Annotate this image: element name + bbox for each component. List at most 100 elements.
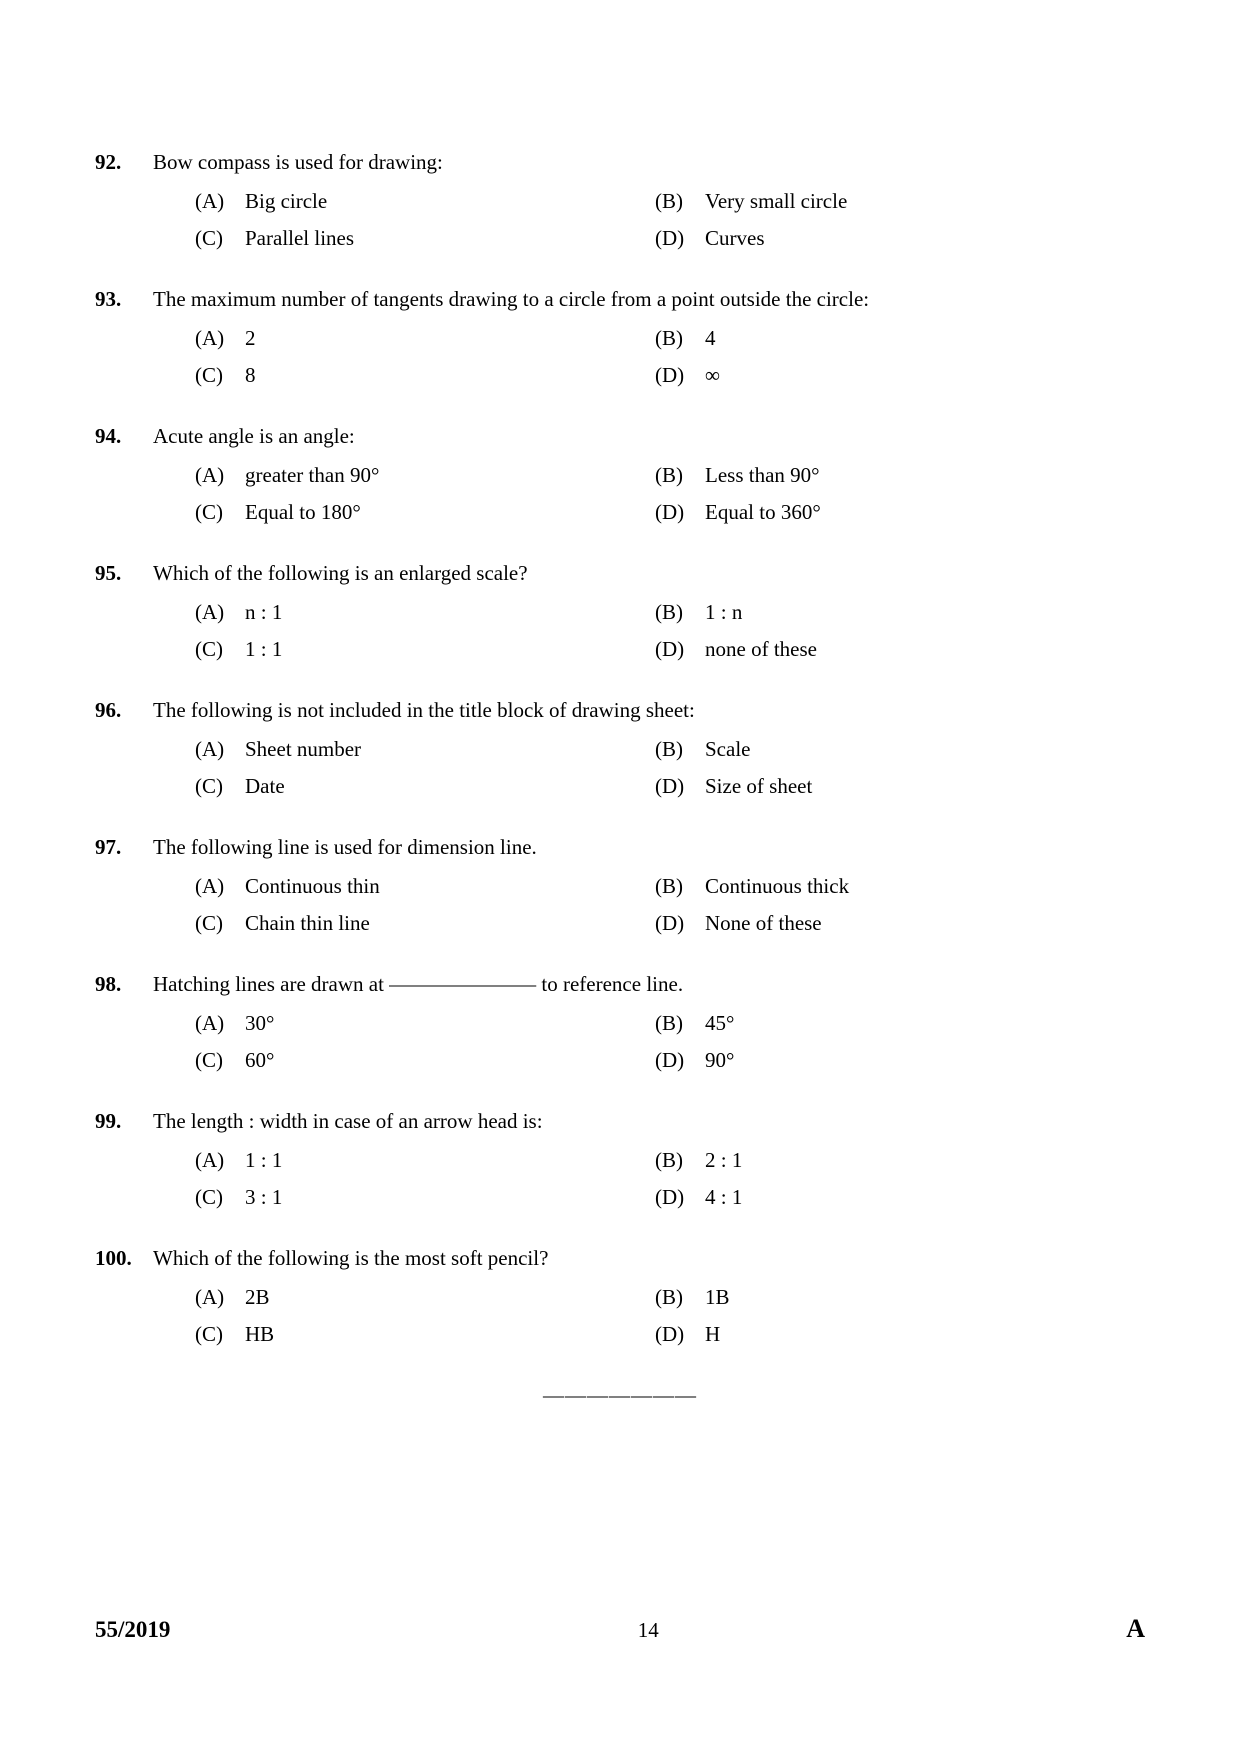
option-text: None of these	[705, 911, 822, 936]
option-text: none of these	[705, 637, 817, 662]
option-a: (A)Big circle	[195, 189, 655, 214]
question-number: 93.	[95, 287, 153, 312]
option-label: (B)	[655, 189, 705, 214]
question-block: 98.Hatching lines are drawn at ——————— t…	[95, 972, 1145, 1073]
question-text: Which of the following is an enlarged sc…	[153, 561, 1145, 586]
question-number: 98.	[95, 972, 153, 997]
question-text: Bow compass is used for drawing:	[153, 150, 1145, 175]
option-b: (B)2 : 1	[655, 1148, 742, 1173]
option-label: (C)	[195, 363, 245, 388]
option-text: Continuous thin	[245, 874, 655, 899]
option-text: 1 : n	[705, 600, 742, 625]
option-text: 60°	[245, 1048, 655, 1073]
option-text: 2 : 1	[705, 1148, 742, 1173]
option-c: (C)8	[195, 363, 655, 388]
option-text: 3 : 1	[245, 1185, 655, 1210]
option-label: (A)	[195, 874, 245, 899]
footer-page-number: 14	[638, 1618, 659, 1643]
option-label: (C)	[195, 1048, 245, 1073]
option-a: (A)2	[195, 326, 655, 351]
option-label: (D)	[655, 1185, 705, 1210]
question-block: 92.Bow compass is used for drawing: (A)Bi…	[95, 150, 1145, 251]
options-row: (C)Parallel lines(D)Curves	[95, 226, 1145, 251]
option-c: (C)HB	[195, 1322, 655, 1347]
option-label: (A)	[195, 1011, 245, 1036]
option-c: (C)1 : 1	[195, 637, 655, 662]
option-text: ∞	[705, 363, 720, 388]
question-block: 99.The length : width in case of an arro…	[95, 1109, 1145, 1210]
option-label: (D)	[655, 1322, 705, 1347]
question-text: The maximum number of tangents drawing t…	[153, 287, 1145, 312]
question-line: 99.The length : width in case of an arro…	[95, 1109, 1145, 1134]
question-number: 94.	[95, 424, 153, 449]
option-label: (C)	[195, 774, 245, 799]
option-d: (D)Size of sheet	[655, 774, 812, 799]
option-text: 8	[245, 363, 655, 388]
question-number: 99.	[95, 1109, 153, 1134]
question-line: 97.The following line is used for dimens…	[95, 835, 1145, 860]
options-row: (A)2B(B)1B	[95, 1285, 1145, 1310]
question-block: 93.The maximum number of tangents drawin…	[95, 287, 1145, 388]
option-b: (B)4	[655, 326, 716, 351]
option-text: Equal to 360°	[705, 500, 821, 525]
option-a: (A)1 : 1	[195, 1148, 655, 1173]
option-label: (B)	[655, 874, 705, 899]
option-text: Scale	[705, 737, 750, 762]
option-label: (D)	[655, 637, 705, 662]
option-label: (C)	[195, 226, 245, 251]
question-number: 95.	[95, 561, 153, 586]
option-label: (C)	[195, 1322, 245, 1347]
option-b: (B)Scale	[655, 737, 750, 762]
option-b: (B)Continuous thick	[655, 874, 849, 899]
question-text: Hatching lines are drawn at ——————— to r…	[153, 972, 1145, 997]
option-c: (C)Parallel lines	[195, 226, 655, 251]
option-label: (B)	[655, 326, 705, 351]
question-text: The following line is used for dimension…	[153, 835, 1145, 860]
option-label: (A)	[195, 1285, 245, 1310]
option-text: Curves	[705, 226, 765, 251]
question-line: 95.Which of the following is an enlarged…	[95, 561, 1145, 586]
question-block: 95.Which of the following is an enlarged…	[95, 561, 1145, 662]
option-d: (D)4 : 1	[655, 1185, 742, 1210]
option-label: (A)	[195, 463, 245, 488]
option-d: (D)90°	[655, 1048, 734, 1073]
option-label: (C)	[195, 500, 245, 525]
footer-right: A	[1126, 1614, 1145, 1644]
option-text: Less than 90°	[705, 463, 820, 488]
option-label: (B)	[655, 1148, 705, 1173]
page-footer: 55/2019 14 A	[95, 1614, 1145, 1644]
option-text: Equal to 180°	[245, 500, 655, 525]
options-row: (A)Sheet number(B)Scale	[95, 737, 1145, 762]
option-label: (C)	[195, 911, 245, 936]
option-label: (A)	[195, 326, 245, 351]
option-label: (B)	[655, 737, 705, 762]
option-c: (C)Equal to 180°	[195, 500, 655, 525]
options-row: (A)1 : 1(B)2 : 1	[95, 1148, 1145, 1173]
option-label: (C)	[195, 1185, 245, 1210]
option-label: (D)	[655, 226, 705, 251]
option-label: (B)	[655, 1285, 705, 1310]
option-d: (D)Curves	[655, 226, 765, 251]
option-c: (C)Date	[195, 774, 655, 799]
footer-left: 55/2019	[95, 1617, 170, 1643]
option-text: 90°	[705, 1048, 734, 1073]
option-text: 1 : 1	[245, 637, 655, 662]
question-line: 100.Which of the following is the most s…	[95, 1246, 1145, 1271]
option-text: HB	[245, 1322, 655, 1347]
option-c: (C)60°	[195, 1048, 655, 1073]
question-line: 94.Acute angle is an angle:	[95, 424, 1145, 449]
option-text: Continuous thick	[705, 874, 849, 899]
question-number: 96.	[95, 698, 153, 723]
option-text: 4	[705, 326, 716, 351]
option-label: (B)	[655, 1011, 705, 1036]
option-label: (A)	[195, 1148, 245, 1173]
option-text: greater than 90°	[245, 463, 655, 488]
options-row: (C)60°(D)90°	[95, 1048, 1145, 1073]
question-line: 92.Bow compass is used for drawing:	[95, 150, 1145, 175]
question-number: 100.	[95, 1246, 153, 1271]
option-c: (C)Chain thin line	[195, 911, 655, 936]
question-number: 97.	[95, 835, 153, 860]
question-line: 93.The maximum number of tangents drawin…	[95, 287, 1145, 312]
option-label: (D)	[655, 500, 705, 525]
option-text: Date	[245, 774, 655, 799]
